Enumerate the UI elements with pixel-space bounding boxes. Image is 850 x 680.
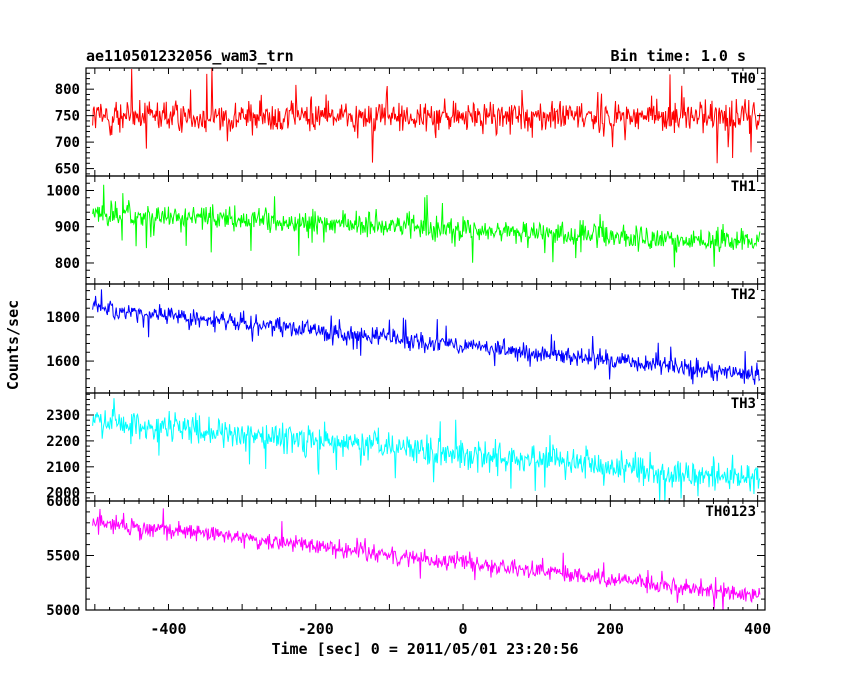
y-tick-label: 2000 — [46, 486, 80, 502]
figure-title: ae110501232056_wam3_trn — [86, 47, 294, 65]
panel-frame — [85, 283, 766, 394]
panel-label: TH1 — [731, 179, 756, 195]
panels-group: TH0650700750800TH18009001000TH216001800T… — [46, 67, 766, 619]
x-axis: -400 -200 0 200 400 — [150, 620, 771, 638]
y-tick-label: 650 — [55, 162, 80, 178]
series-th0 — [92, 68, 761, 164]
x-axis-label: Time [sec] 0 = 2011/05/01 23:20:56 — [271, 640, 578, 658]
panel-th0: TH0 650 700 750 800 — [55, 67, 766, 178]
y-tick-label: 1600 — [46, 354, 80, 370]
panel-th0123: TH0123 5000 5500 6000 — [46, 494, 766, 619]
panel-th2: TH2 1600 1800 — [46, 283, 766, 394]
x-tick-label: 0 — [459, 620, 468, 638]
panel-label: TH0123 — [705, 504, 756, 520]
panel-th1: TH1 800 900 1000 — [46, 175, 766, 285]
y-tick-label: 900 — [55, 220, 80, 236]
y-axis-label: Counts/sec — [4, 300, 22, 390]
y-tick-label: 6000 — [46, 494, 80, 510]
series-th2 — [92, 289, 761, 385]
series-th3 — [92, 398, 761, 501]
x-tick-label: 400 — [744, 620, 771, 638]
panel-frame — [85, 392, 766, 502]
panel-label: TH0 — [731, 71, 756, 87]
panel-label: TH2 — [731, 287, 756, 303]
panel-label: TH3 — [731, 396, 756, 412]
y-tick-label: 2300 — [46, 408, 80, 424]
y-tick-label: 800 — [55, 82, 80, 98]
y-tick-label: 2100 — [46, 460, 80, 476]
y-tick-label: 5500 — [46, 549, 80, 565]
y-tick-label: 700 — [55, 135, 80, 151]
y-tick-label: 2200 — [46, 434, 80, 450]
x-tick-label: -200 — [298, 620, 334, 638]
panel-th3: TH3 2000 2100 2200 2300 — [46, 392, 766, 502]
x-tick-label: 200 — [597, 620, 624, 638]
y-tick-label: 1000 — [46, 183, 80, 199]
series-th1 — [92, 184, 761, 268]
y-tick-label: 800 — [55, 256, 80, 272]
y-tick-label: 750 — [55, 109, 80, 125]
bin-time-label: Bin time: 1.0 s — [611, 47, 746, 65]
y-tick-label: 5000 — [46, 603, 80, 619]
x-tick-label: -400 — [150, 620, 186, 638]
series-th0123 — [92, 508, 761, 610]
y-tick-label: 1800 — [46, 310, 80, 326]
